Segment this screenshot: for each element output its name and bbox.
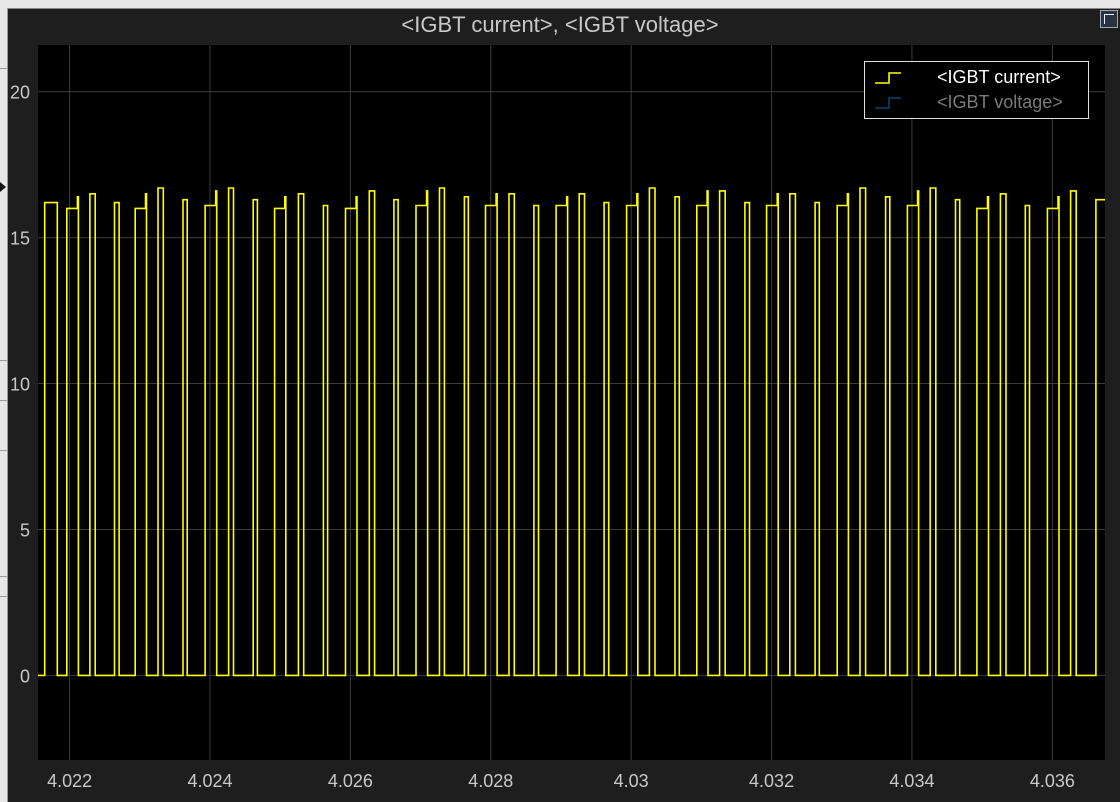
- grid-lines: [38, 45, 1105, 760]
- stairs-line-icon: [875, 72, 901, 84]
- legend-label-voltage: <IGBT voltage>: [937, 92, 1063, 112]
- legend-entry-voltage[interactable]: <IGBT voltage>: [865, 91, 1090, 115]
- stairs-line-icon: [875, 97, 901, 109]
- legend-label-current: <IGBT current>: [937, 67, 1061, 87]
- y-tick-label: 5: [20, 520, 30, 540]
- divider: [0, 576, 7, 577]
- legend[interactable]: <IGBT current> <IGBT voltage>: [864, 61, 1089, 119]
- arrow-marker-icon: [0, 182, 6, 192]
- x-tick-label: 4.022: [47, 771, 92, 791]
- x-tick-label: 4.024: [187, 771, 232, 791]
- divider: [0, 450, 7, 451]
- x-tick-label: 4.034: [889, 771, 934, 791]
- y-tick-label: 15: [10, 229, 30, 249]
- axes-background: [38, 45, 1105, 760]
- divider: [0, 68, 7, 69]
- undock-icon[interactable]: [1100, 10, 1118, 28]
- divider: [0, 360, 7, 361]
- y-tick-labels: 0 5 10 15 20: [10, 83, 30, 687]
- x-tick-labels: 4.022 4.024 4.026 4.028 4.03 4.032 4.034 4.036: [47, 771, 1075, 791]
- x-tick-label: 4.03: [614, 771, 649, 791]
- divider: [0, 400, 7, 401]
- x-tick-label: 4.028: [468, 771, 513, 791]
- x-tick-label: 4.032: [749, 771, 794, 791]
- y-tick-label: 20: [10, 83, 30, 103]
- x-tick-label: 4.036: [1030, 771, 1075, 791]
- x-tick-label: 4.026: [328, 771, 373, 791]
- y-tick-label: 0: [20, 666, 30, 686]
- y-tick-label: 10: [10, 375, 30, 395]
- toolbar-strip: [0, 0, 1120, 9]
- legend-entry-current[interactable]: <IGBT current>: [865, 66, 1090, 90]
- divider: [0, 596, 7, 597]
- left-panel-edge: [0, 8, 8, 802]
- plot-title: <IGBT current>, <IGBT voltage>: [401, 12, 719, 37]
- series-igbt-current: [38, 187, 1105, 677]
